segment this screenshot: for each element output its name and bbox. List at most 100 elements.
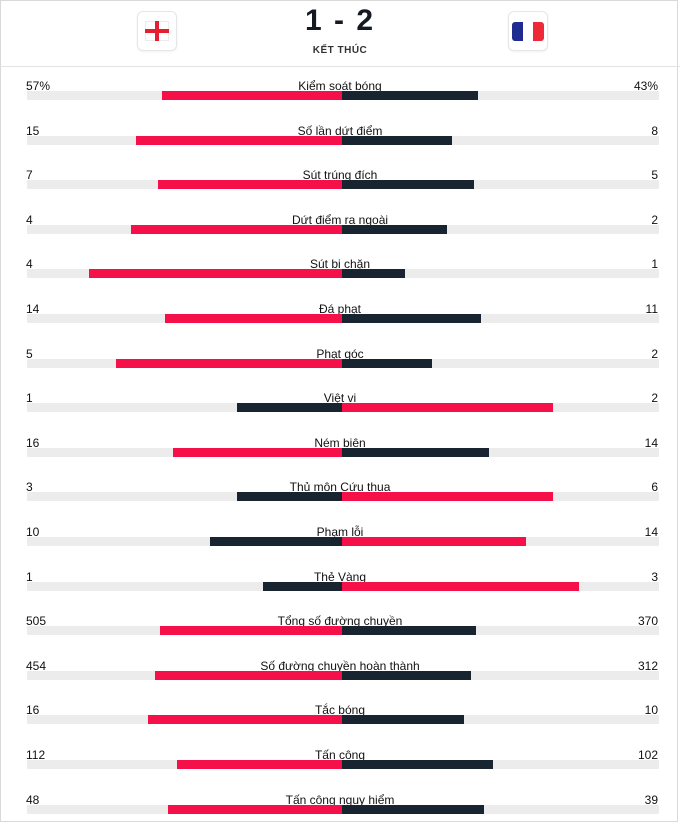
home-stat-bar <box>263 581 342 591</box>
away-stat-bar <box>342 715 464 725</box>
away-stat-value: 3 <box>651 569 658 584</box>
home-stat-bar <box>131 224 342 234</box>
home-stat-value: 7 <box>26 168 33 183</box>
away-stat-bar <box>342 760 493 769</box>
away-stat-bar <box>342 91 478 100</box>
away-stat-value: 10 <box>644 703 658 718</box>
away-stat-bar <box>342 403 553 413</box>
away-stat-bar <box>342 670 471 680</box>
home-stat-value: 57% <box>26 79 51 93</box>
home-stat-bar <box>148 715 342 725</box>
stat-label: Tấn công <box>314 748 366 762</box>
away-stat-value: 8 <box>651 123 658 138</box>
home-stat-value: 16 <box>26 703 40 718</box>
away-stat-bar <box>342 626 476 636</box>
away-stat-value: 2 <box>651 212 658 227</box>
stat-label: Ném biên <box>314 435 366 450</box>
stats-panel <box>0 0 678 822</box>
stat-label: Số lần dứt điểm <box>297 123 383 138</box>
home-stat-value: 4 <box>26 257 33 272</box>
stat-row: 10 Phạm lỗi 14 <box>0 525 680 569</box>
france-flag-red <box>533 22 544 41</box>
france-flag-blue <box>512 22 523 41</box>
stat-row: 48 Tấn công nguy hiểm 39 <box>0 793 680 837</box>
france-flag-icon[interactable] <box>508 11 548 51</box>
stat-row: 4 Sút bị chặn 1 <box>0 257 680 301</box>
away-stat-bar <box>342 447 489 457</box>
stat-row: 5 Phạt góc 2 <box>0 347 680 391</box>
home-stat-bar <box>158 180 342 190</box>
away-stat-value: 43% <box>633 79 658 93</box>
away-stat-value: 312 <box>637 658 658 673</box>
away-stat-value: 2 <box>651 346 658 361</box>
home-stat-value: 5 <box>26 346 33 361</box>
away-stat-bar <box>342 180 474 190</box>
stat-label: Dứt điểm ra ngoài <box>291 212 389 227</box>
home-stat-bar <box>162 91 342 100</box>
away-stat-value: 102 <box>637 748 658 762</box>
stat-row: 112 Tấn công 102 <box>0 748 680 792</box>
stat-label: Số đường chuyền hoàn thành <box>260 658 420 673</box>
stat-row: 7 Sút trúng đích 5 <box>0 168 680 212</box>
home-stat-bar <box>89 269 342 279</box>
stat-label: Kiểm soát bóng <box>298 79 382 93</box>
home-stat-value: 16 <box>26 435 40 450</box>
away-stat-bar <box>342 358 432 368</box>
stat-row: 14 Đá phạt 11 <box>0 302 680 346</box>
stat-row: 16 Ném biên 14 <box>0 436 680 480</box>
away-stat-value: 2 <box>651 391 658 406</box>
home-stat-value: 505 <box>26 614 47 629</box>
away-stat-bar <box>342 314 481 323</box>
stat-label: Tổng số đường chuyền <box>277 614 403 629</box>
away-stat-value: 6 <box>651 480 658 495</box>
france-flag-white <box>523 22 533 41</box>
away-stat-value: 39 <box>644 792 658 807</box>
match-status: KẾT THÚC <box>312 45 368 56</box>
away-stat-bar <box>342 224 447 234</box>
stat-label: Phạm lỗi <box>316 525 364 539</box>
away-stat-bar <box>342 804 484 814</box>
home-stat-value: 454 <box>26 658 47 673</box>
home-stat-bar <box>237 403 342 413</box>
away-stat-value: 14 <box>644 435 658 450</box>
stat-row: 15 Số lần dứt điểm 8 <box>0 124 680 168</box>
stat-row: 1 Thẻ Vàng 3 <box>0 570 680 614</box>
stat-row: 16 Tắc bóng 10 <box>0 703 680 747</box>
stat-label: Sút bị chặn <box>309 257 371 272</box>
match-header: 1 - 2 KẾT THÚC <box>0 0 680 67</box>
stat-label: Thẻ Vàng <box>313 569 367 584</box>
home-stat-bar <box>116 358 342 368</box>
home-stat-bar <box>165 314 342 323</box>
away-stat-bar <box>342 269 405 279</box>
away-stat-value: 11 <box>645 302 658 316</box>
stat-label: Tắc bóng <box>314 703 366 718</box>
away-stat-bar <box>342 135 452 145</box>
home-stat-value: 48 <box>26 792 40 807</box>
home-stat-value: 14 <box>26 302 40 316</box>
home-stat-bar <box>177 760 342 769</box>
stat-row: 3 Thủ môn Cứu thua 6 <box>0 480 680 524</box>
away-stat-bar <box>342 537 526 546</box>
home-stat-value: 4 <box>26 212 33 227</box>
stat-label: Phạt góc <box>316 346 364 361</box>
england-cross-vertical <box>155 21 159 41</box>
home-stat-bar <box>168 804 342 814</box>
match-score: 1 - 2 <box>304 4 376 37</box>
home-stat-value: 112 <box>26 748 46 762</box>
england-flag-icon[interactable] <box>137 11 177 51</box>
home-stat-bar <box>155 670 342 680</box>
stat-label: Thủ môn Cứu thua <box>289 480 391 495</box>
home-stat-value: 1 <box>26 391 33 406</box>
stat-label: Sút trúng đích <box>302 168 378 183</box>
home-stat-value: 10 <box>26 525 40 539</box>
stat-row: 57% Kiểm soát bóng 43% <box>0 79 680 123</box>
home-stat-value: 15 <box>26 123 40 138</box>
home-stat-bar <box>136 135 342 145</box>
away-stat-value: 5 <box>651 168 658 183</box>
stat-label: Việt vị <box>323 391 357 406</box>
away-stat-value: 14 <box>644 525 658 539</box>
home-stat-value: 3 <box>26 480 33 495</box>
stat-label: Tấn công nguy hiểm <box>285 792 395 807</box>
stat-label: Đá phạt <box>318 302 362 316</box>
stat-row: 454 Số đường chuyền hoàn thành 312 <box>0 659 680 703</box>
